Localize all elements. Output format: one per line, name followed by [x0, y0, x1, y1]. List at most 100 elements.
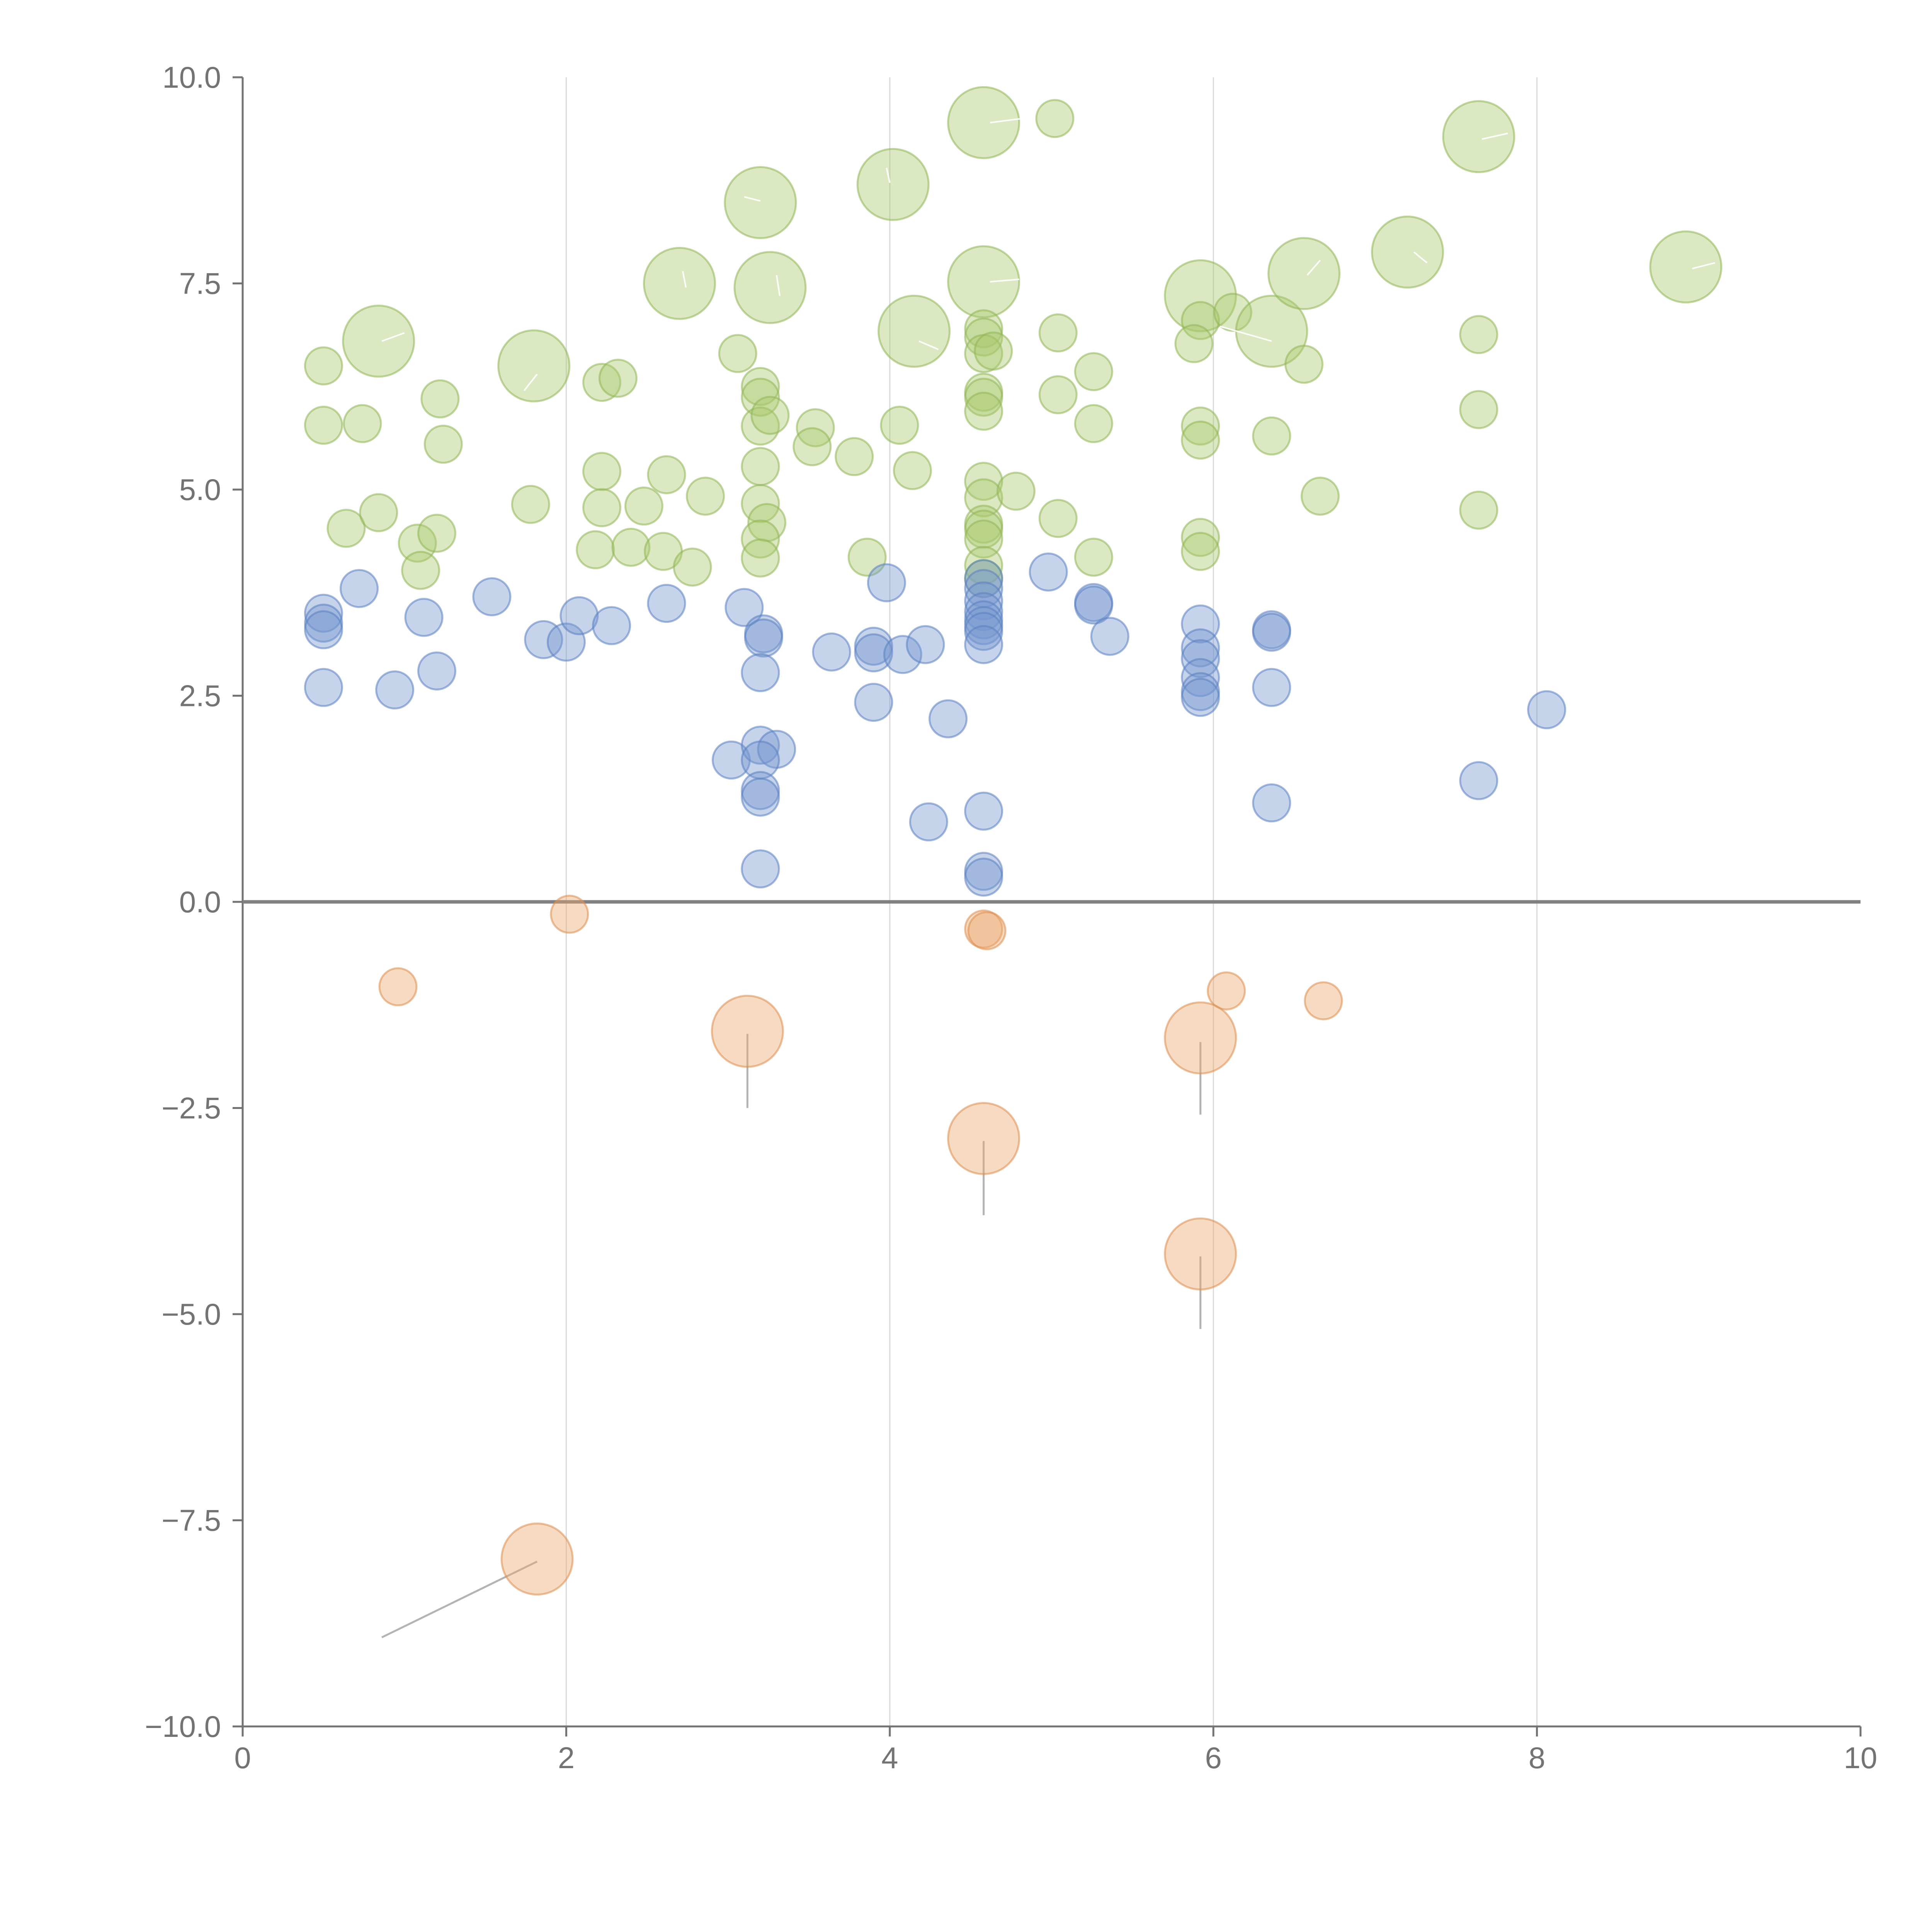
bubble-green [893, 451, 932, 490]
y-tick-label: 7.5 [179, 267, 221, 301]
bubble-green [304, 346, 343, 386]
bubble-green [611, 527, 651, 567]
bubble-green [1371, 215, 1444, 289]
bubble-green [673, 548, 712, 587]
callout-lines [381, 1034, 1202, 1638]
bubble-blue [404, 598, 444, 637]
x-tick-label: 8 [1529, 1741, 1545, 1775]
bubble-green [1267, 237, 1341, 310]
tick-labels: 0 2 4 6 8 10 10.0 7.5 5.0 2.5 0.0 −2.5 −5.0 −7.5 −10.0 [145, 60, 1878, 1775]
bubble-orange [711, 995, 784, 1068]
y-tick-label: 2.5 [179, 679, 221, 713]
bubble-green [974, 331, 1013, 371]
bubble-blue [304, 594, 343, 633]
bubble-blue [964, 592, 1003, 631]
bubble-blue [546, 622, 586, 662]
bubble-green [343, 404, 382, 443]
bubble-green [598, 359, 638, 398]
bubble-green [947, 86, 1020, 159]
bubble-inner-line [1306, 260, 1321, 276]
bubble-green [1035, 99, 1075, 138]
bubble-green [964, 317, 1003, 357]
bubble-blue [1074, 585, 1113, 625]
bubble-green [643, 247, 716, 320]
bubble-green [964, 546, 1003, 585]
bubble-blue [417, 651, 456, 690]
bubble-green [996, 471, 1036, 511]
bubble-green [1038, 499, 1078, 538]
bubble-inner-line [381, 332, 405, 342]
bubble-green [1181, 420, 1220, 460]
bubble-green [417, 514, 456, 553]
bubble-orange [1207, 971, 1246, 1010]
bubble-inner-marks [381, 117, 1715, 391]
bubble-blue [854, 683, 893, 722]
bubble-green [1038, 375, 1078, 415]
bubble-green [497, 329, 571, 403]
bubble-orange [378, 967, 418, 1007]
bubble-green [1038, 313, 1078, 353]
bubble-blue [741, 777, 780, 817]
bubble-blue [1181, 628, 1220, 668]
y-tick-label: −7.5 [162, 1503, 221, 1537]
bubble-inner-line [1413, 251, 1428, 264]
bubble-blue [304, 668, 343, 707]
bubble-green [750, 396, 790, 435]
bubble-blue [883, 635, 922, 674]
bubble-blue [1252, 783, 1291, 823]
y-tick-label: 0.0 [179, 885, 221, 919]
bubble-green [733, 251, 807, 324]
bubble-green [647, 455, 686, 495]
bubble-blue [906, 625, 945, 664]
bubbles [304, 86, 1723, 1596]
bubble-green [741, 538, 780, 578]
x-tick-label: 10 [1844, 1741, 1878, 1775]
bubble-blue [647, 583, 686, 623]
bubble-blue [964, 612, 1003, 651]
bubble-green [327, 509, 366, 548]
bubble-green [718, 334, 757, 373]
bubble-blue [812, 632, 851, 672]
bubble-green [582, 452, 622, 491]
bubble-blue [1527, 690, 1566, 730]
bubble-green [1442, 100, 1515, 173]
bubble-green [1301, 476, 1340, 516]
bubble-green [342, 304, 415, 378]
bubble-orange [1164, 1001, 1237, 1075]
bubble-green [947, 245, 1020, 318]
bubble-blue [592, 606, 631, 645]
bubble-inner-line [990, 117, 1023, 124]
bubble-blue [339, 569, 379, 608]
bubble-blue [867, 563, 906, 602]
bubble-blue [909, 802, 948, 842]
bubble-green [1459, 490, 1498, 530]
bubble-green [511, 485, 550, 524]
bubble-blue [375, 670, 415, 710]
bubble-inner-line [682, 271, 687, 288]
bubble-blue [929, 699, 968, 738]
bubble-green [1074, 352, 1113, 391]
bubble-green [1181, 301, 1220, 340]
bubble-blue [724, 588, 764, 627]
bubble-inner-line [1692, 262, 1715, 270]
bubble-orange [500, 1522, 574, 1596]
bubble-green [964, 391, 1003, 431]
bubble-blue [1181, 678, 1220, 717]
bubble-inner-line [1219, 325, 1272, 342]
bubble-green [1252, 416, 1291, 456]
bubble-green [1459, 315, 1498, 354]
bubble-blue [854, 633, 893, 673]
bubble-orange [947, 1102, 1020, 1175]
bubble-green [304, 406, 343, 445]
bubble-green [741, 378, 780, 417]
bubble-green [964, 378, 1003, 417]
bubble-green [741, 367, 780, 406]
bubble-green [423, 425, 463, 464]
bubble-inner-line [776, 275, 781, 296]
bubble-green [1649, 230, 1723, 304]
bubble-blue [741, 849, 780, 889]
bubble-green [1284, 345, 1324, 384]
bubble-blue [1181, 604, 1220, 644]
bubble-green [1181, 518, 1220, 557]
